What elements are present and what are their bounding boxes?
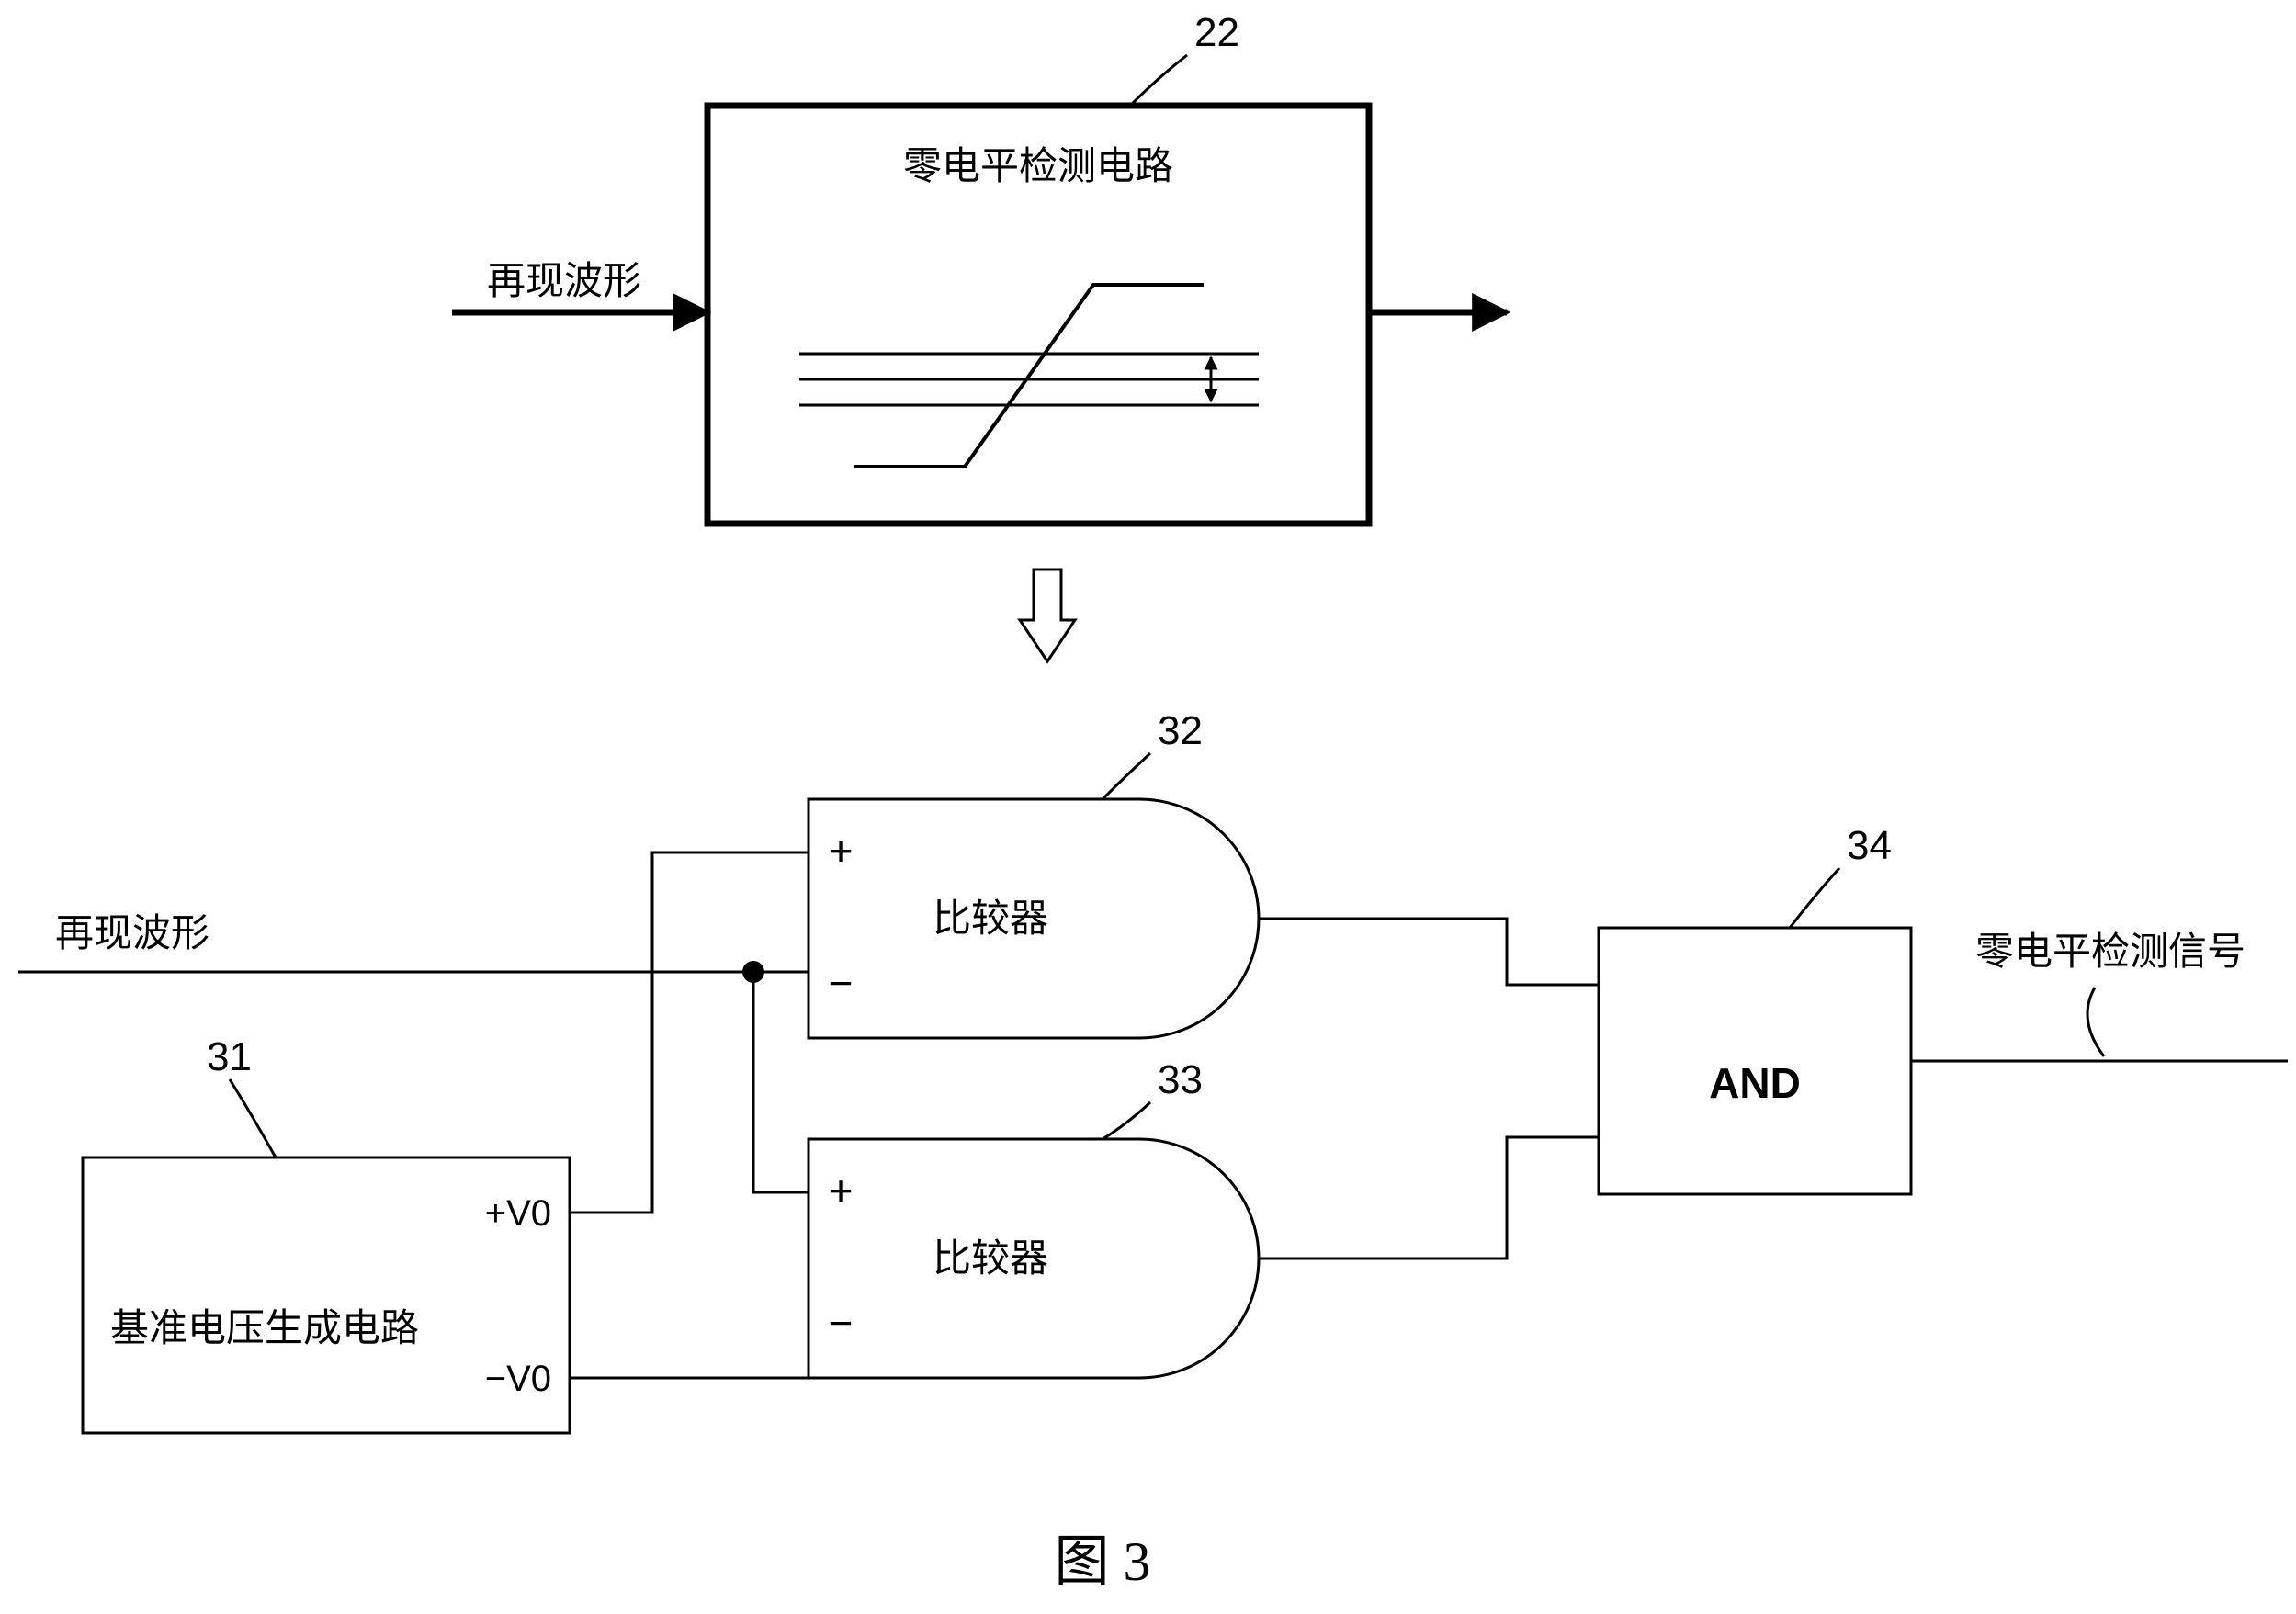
and-title: AND <box>1709 1059 1801 1107</box>
reveal-arrow <box>1020 570 1075 661</box>
ref-leader-34 <box>1790 868 1839 928</box>
ref-33: 33 <box>1158 1057 1203 1102</box>
comparator-upper-minus: − <box>829 959 854 1007</box>
comparator-lower-plus: + <box>829 1167 854 1214</box>
ref-leader-22 <box>1130 55 1187 106</box>
comparator-upper-title: 比较器 <box>933 897 1048 941</box>
wire-input-branch <box>753 972 809 1192</box>
top-input-label: 再现波形 <box>487 261 641 303</box>
ref-34: 34 <box>1847 823 1892 868</box>
comparator-lower-title: 比较器 <box>933 1237 1048 1281</box>
ref-out-minus-label: −V0 <box>485 1359 551 1399</box>
ref-leader-33 <box>1103 1102 1150 1139</box>
ref-voltage-title: 基准电压生成电路 <box>110 1308 419 1350</box>
wire-plusv0 <box>570 852 809 1213</box>
figure-caption: 图 3 <box>1055 1531 1151 1592</box>
wire-comp1-out <box>1259 919 1599 985</box>
inner-signal <box>854 285 1204 467</box>
ref-22: 22 <box>1194 10 1239 55</box>
comparator-lower-minus: − <box>829 1299 854 1347</box>
ref-leader-31 <box>230 1079 276 1157</box>
block-title: 零电平检测电路 <box>903 145 1173 188</box>
ref-32: 32 <box>1158 708 1203 753</box>
ref-leader-32 <box>1103 753 1150 799</box>
wire-comp2-out <box>1259 1137 1599 1258</box>
bottom-input-label: 再现波形 <box>55 913 209 955</box>
ref-out-plus-label: +V0 <box>485 1193 551 1234</box>
output-leader <box>2087 988 2104 1056</box>
ref-31: 31 <box>207 1034 252 1079</box>
comparator-upper-plus: + <box>829 827 854 875</box>
output-label: 零电平检测信号 <box>1975 931 2245 974</box>
